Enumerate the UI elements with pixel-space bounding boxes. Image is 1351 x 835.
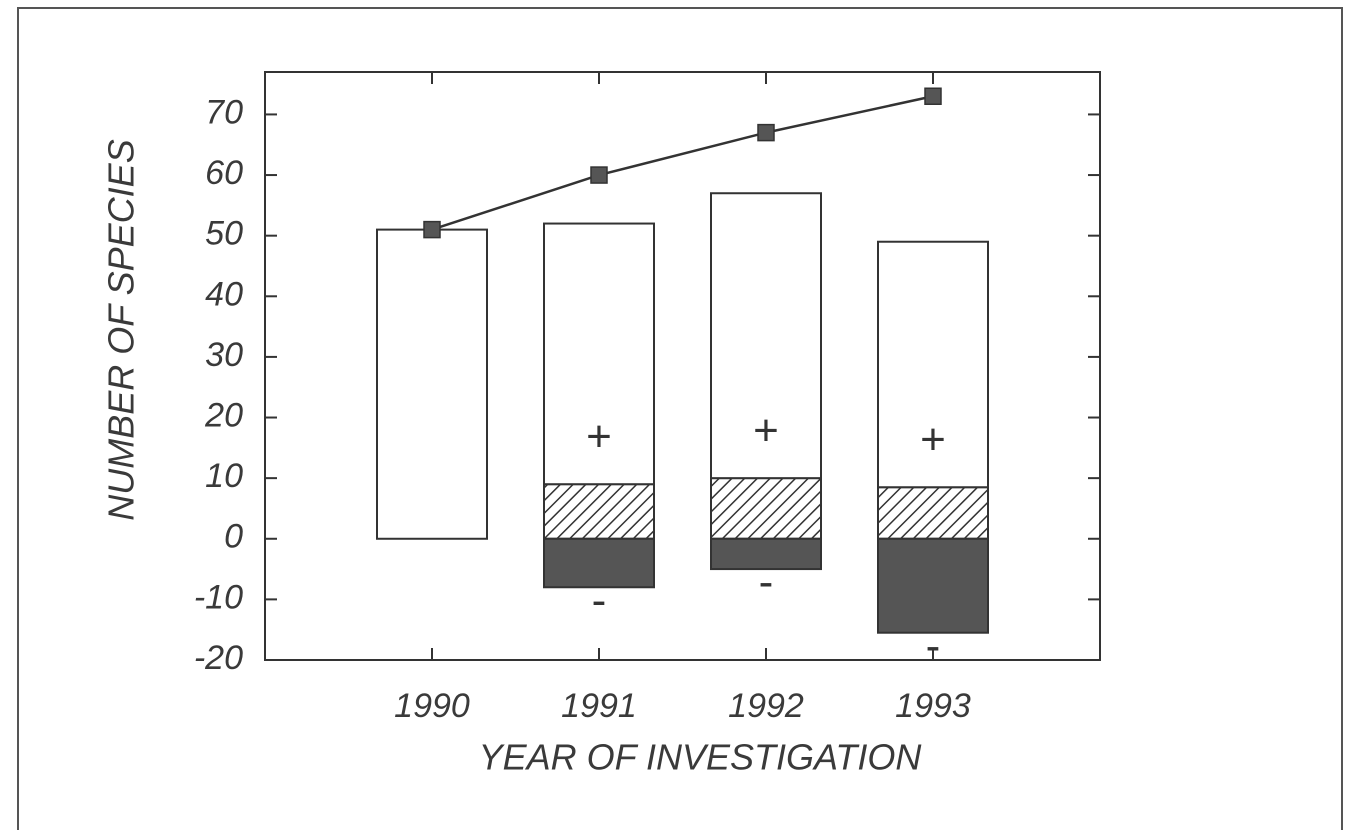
bar — [877, 537, 989, 634]
bar — [877, 240, 989, 489]
y-tick-label: 10 — [205, 457, 243, 495]
segment-label: - — [759, 558, 774, 607]
x-tick-label: 1990 — [394, 687, 470, 725]
marker — [757, 123, 775, 142]
bar — [710, 477, 822, 540]
marker — [423, 220, 441, 239]
y-tick-label: 20 — [204, 397, 243, 435]
x-tick-label: 1992 — [728, 687, 804, 725]
bar — [543, 483, 655, 540]
y-tick-label: -20 — [194, 639, 243, 677]
x-axis-title: YEAR OF INVESTIGATION — [479, 737, 923, 778]
y-tick-label: 60 — [205, 154, 243, 192]
x-tick-label: 1991 — [561, 687, 637, 725]
line — [431, 95, 934, 231]
segment-label: - — [926, 621, 941, 670]
bar — [710, 537, 822, 571]
x-tick-label: 1993 — [895, 687, 971, 725]
bar — [376, 228, 488, 540]
bar — [710, 192, 822, 480]
segment-label: + — [586, 412, 612, 461]
segment-label: + — [753, 406, 779, 455]
y-tick-label: 0 — [224, 518, 243, 556]
segment-label: - — [592, 576, 607, 625]
marker — [590, 166, 608, 184]
y-tick-label: 70 — [205, 93, 243, 131]
bar — [877, 486, 989, 540]
bar — [543, 537, 655, 589]
frame — [17, 7, 1343, 835]
y-tick-label: 30 — [205, 336, 243, 374]
bar — [543, 222, 655, 486]
y-axis-title: NUMBER OF SPECIES — [101, 139, 142, 520]
y-tick-label: 40 — [205, 275, 243, 313]
y-tick-label: -10 — [194, 578, 243, 616]
y-tick-label: 50 — [205, 215, 243, 253]
marker — [924, 87, 942, 105]
plot-area — [264, 71, 1101, 661]
segment-label: + — [920, 415, 946, 464]
